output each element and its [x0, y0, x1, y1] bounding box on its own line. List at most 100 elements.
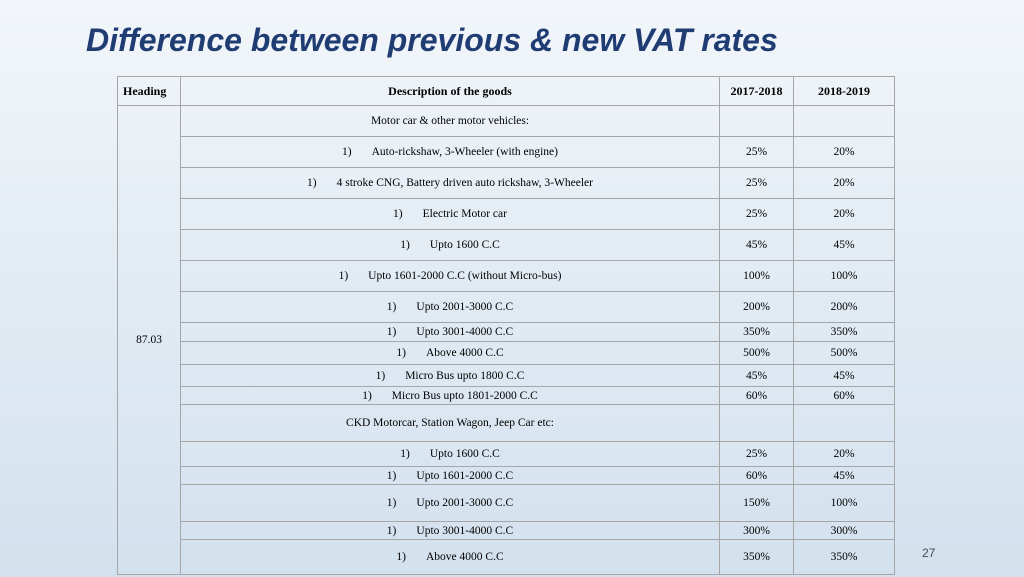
slide-title: Difference between previous & new VAT ra…: [86, 22, 778, 58]
description-text: Micro Bus upto 1801-2000 C.C: [391, 389, 538, 402]
heading-code-cell: 87.03: [117, 105, 181, 575]
description-text: Upto 1601-2000 C.C (without Micro-bus): [368, 270, 562, 282]
table-row: 1) Upto 3001-4000 C.C 300% 300%: [118, 521, 895, 540]
rate-2017-2018-cell: 350%: [719, 539, 794, 575]
description-text: Upto 2001-3000 C.C: [416, 301, 514, 313]
description-cell: 1) Auto-rickshaw, 3-Wheeler (with engine): [180, 136, 720, 168]
table-row: 1) Above 4000 C.C 500% 500%: [118, 341, 895, 365]
column-header-2018-2019: 2018-2019: [793, 76, 895, 106]
rate-2018-2019-cell: 100%: [793, 260, 895, 292]
description-cell: CKD Motorcar, Station Wagon, Jeep Car et…: [180, 404, 720, 442]
list-number: 1): [400, 239, 410, 251]
table-row: 1) Upto 1600 C.C 45% 45%: [118, 229, 895, 261]
rate-2018-2019-cell: [793, 404, 895, 442]
description-cell: 1) Micro Bus upto 1800 C.C: [180, 364, 720, 387]
rate-2017-2018-cell: 60%: [719, 466, 794, 485]
list-number: 1): [386, 326, 397, 338]
description-text: 4 stroke CNG, Battery driven auto ricksh…: [336, 177, 593, 189]
column-header-heading: Heading: [117, 76, 181, 106]
description-text: Upto 3001-4000 C.C: [416, 326, 514, 338]
table-row: 1) Upto 2001-3000 C.C 150% 100%: [118, 484, 895, 522]
rate-2017-2018-cell: 60%: [719, 386, 794, 405]
column-header-description: Description of the goods: [180, 76, 720, 106]
rate-2018-2019-cell: 20%: [793, 136, 895, 168]
rate-2017-2018-cell: 25%: [719, 136, 794, 168]
list-number: 1): [375, 369, 386, 382]
rate-2018-2019-cell: 350%: [793, 539, 895, 575]
description-cell: 1) Upto 1601-2000 C.C (without Micro-bus): [180, 260, 720, 292]
rate-2018-2019-cell: 500%: [793, 341, 895, 365]
description-text: Upto 2001-3000 C.C: [416, 497, 514, 509]
description-text: Upto 1600 C.C: [429, 239, 500, 251]
list-number: 1): [362, 389, 372, 402]
rate-2018-2019-cell: 20%: [793, 198, 895, 230]
list-number: 1): [338, 270, 349, 282]
description-text: Micro Bus upto 1800 C.C: [405, 369, 525, 382]
list-number: 1): [342, 146, 352, 158]
description-cell: 1) Upto 3001-4000 C.C: [180, 322, 720, 342]
list-number: 1): [400, 448, 410, 460]
rate-2017-2018-cell: 200%: [719, 291, 794, 323]
description-text: Above 4000 C.C: [425, 347, 504, 359]
rate-2017-2018-cell: 25%: [719, 167, 794, 199]
table-row: 87.03 Motor car & other motor vehicles:: [117, 105, 895, 575]
description-text: Above 4000 C.C: [425, 551, 504, 563]
list-number: 1): [386, 301, 397, 313]
rate-2017-2018-cell: [719, 105, 794, 137]
description-text: Auto-rickshaw, 3-Wheeler (with engine): [371, 146, 558, 158]
rate-2018-2019-cell: 45%: [793, 466, 895, 485]
table-row: 1) Upto 1601-2000 C.C 60% 45%: [118, 466, 895, 485]
rate-2018-2019-cell: 45%: [793, 364, 895, 387]
list-number: 1): [396, 347, 406, 359]
table-row: 1) Upto 3001-4000 C.C 350% 350%: [118, 322, 895, 342]
description-cell: 1) Upto 2001-3000 C.C: [180, 291, 720, 323]
description-cell: 1) 4 stroke CNG, Battery driven auto rick…: [180, 167, 720, 199]
rate-2018-2019-cell: 20%: [793, 441, 895, 467]
table-row: 1) Micro Bus upto 1801-2000 C.C 60% 60%: [118, 386, 895, 405]
description-cell: 1) Upto 1600 C.C: [180, 229, 720, 261]
description-text: CKD Motorcar, Station Wagon, Jeep Car et…: [346, 417, 554, 429]
list-number: 1): [386, 524, 397, 537]
rate-2017-2018-cell: 25%: [719, 441, 794, 467]
description-cell: 1) Electric Motor car: [180, 198, 720, 230]
rate-2017-2018-cell: 300%: [719, 521, 794, 540]
rate-2017-2018-cell: 25%: [719, 198, 794, 230]
list-number: 1): [393, 208, 403, 220]
column-header-2017-2018: 2017-2018: [719, 76, 794, 106]
rate-2017-2018-cell: 350%: [719, 322, 794, 342]
table-row: 1) Auto-rickshaw, 3-Wheeler (with engine)…: [118, 136, 895, 168]
description-text: Upto 3001-4000 C.C: [416, 524, 514, 537]
description-text: Electric Motor car: [422, 208, 507, 220]
rate-2017-2018-cell: 500%: [719, 341, 794, 365]
rate-2018-2019-cell: [793, 105, 895, 137]
table-row: 1) Upto 1601-2000 C.C (without Micro-bus)…: [118, 260, 895, 292]
table-row: 1) Upto 2001-3000 C.C 200% 200%: [118, 291, 895, 323]
table-row: 1) Above 4000 C.C 350% 350%: [118, 539, 895, 575]
description-cell: 1) Upto 2001-3000 C.C: [180, 484, 720, 522]
slide-number: 27: [922, 546, 936, 560]
rate-2018-2019-cell: 200%: [793, 291, 895, 323]
rate-2018-2019-cell: 100%: [793, 484, 895, 522]
rate-2018-2019-cell: 300%: [793, 521, 895, 540]
rate-2018-2019-cell: 350%: [793, 322, 895, 342]
rate-2017-2018-cell: 45%: [719, 364, 794, 387]
description-cell: 1) Upto 1601-2000 C.C: [180, 466, 720, 485]
rate-2018-2019-cell: 20%: [793, 167, 895, 199]
description-cell: 1) Above 4000 C.C: [180, 539, 720, 575]
description-text: Motor car & other motor vehicles:: [370, 115, 530, 127]
list-number: 1): [396, 551, 406, 563]
table-row: 1) Upto 1600 C.C 25% 20%: [118, 441, 895, 467]
list-number: 1): [386, 469, 397, 482]
rate-2017-2018-cell: 100%: [719, 260, 794, 292]
table-row: 1) 4 stroke CNG, Battery driven auto rick…: [118, 167, 895, 199]
vat-rates-table: Heading Description of the goods 2017-20…: [117, 76, 895, 575]
rate-2017-2018-cell: 150%: [719, 484, 794, 522]
description-cell: Motor car & other motor vehicles:: [180, 105, 720, 137]
description-text: Upto 1600 C.C: [429, 448, 500, 460]
description-text: Upto 1601-2000 C.C: [416, 469, 514, 482]
description-cell: 1) Upto 3001-4000 C.C: [180, 521, 720, 540]
description-cell: 1) Micro Bus upto 1801-2000 C.C: [180, 386, 720, 405]
description-cell: 1) Above 4000 C.C: [180, 341, 720, 365]
rate-2017-2018-cell: [719, 404, 794, 442]
list-number: 1): [307, 177, 317, 189]
